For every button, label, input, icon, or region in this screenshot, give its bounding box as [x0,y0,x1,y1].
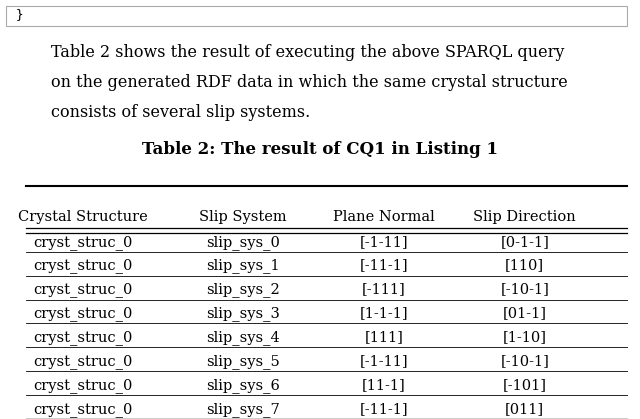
Text: slip_sys_3: slip_sys_3 [206,306,280,321]
Text: [01-1]: [01-1] [503,306,547,320]
Text: slip_sys_5: slip_sys_5 [206,354,280,369]
Text: [011]: [011] [505,402,545,416]
Text: [111]: [111] [365,330,403,344]
Text: [110]: [110] [505,259,545,272]
Text: Plane Normal: Plane Normal [333,210,435,223]
Text: slip_sys_7: slip_sys_7 [206,402,280,417]
Text: [-11-1]: [-11-1] [360,402,408,416]
Text: Slip Direction: Slip Direction [474,210,576,223]
Text: [-111]: [-111] [362,282,406,296]
Text: [0-1-1]: [0-1-1] [500,235,549,248]
Text: cryst_struc_0: cryst_struc_0 [33,235,133,250]
Text: [-1-11]: [-1-11] [360,235,408,248]
Text: consists of several slip systems.: consists of several slip systems. [51,104,310,122]
Text: [-101]: [-101] [503,378,547,392]
Text: [-11-1]: [-11-1] [360,259,408,272]
Text: slip_sys_4: slip_sys_4 [206,330,280,345]
Text: cryst_struc_0: cryst_struc_0 [33,354,133,369]
Text: Table 2 shows the result of executing the above SPARQL query: Table 2 shows the result of executing th… [51,44,564,61]
Text: cryst_struc_0: cryst_struc_0 [33,378,133,393]
Text: [-10-1]: [-10-1] [500,354,549,368]
Text: slip_sys_6: slip_sys_6 [206,378,280,393]
FancyBboxPatch shape [6,6,627,26]
Text: cryst_struc_0: cryst_struc_0 [33,259,133,274]
Text: on the generated RDF data in which the same crystal structure: on the generated RDF data in which the s… [51,74,568,91]
Text: slip_sys_2: slip_sys_2 [206,282,280,297]
Text: Crystal Structure: Crystal Structure [19,210,148,223]
Text: Table 2: The result of CQ1 in Listing 1: Table 2: The result of CQ1 in Listing 1 [142,141,498,158]
Text: [1-10]: [1-10] [503,330,547,344]
Text: [-10-1]: [-10-1] [500,282,549,296]
Text: slip_sys_0: slip_sys_0 [206,235,280,250]
Text: cryst_struc_0: cryst_struc_0 [33,306,133,321]
Text: [11-1]: [11-1] [362,378,406,392]
Text: cryst_struc_0: cryst_struc_0 [33,402,133,417]
Text: }: } [16,8,24,21]
Text: [1-1-1]: [1-1-1] [360,306,408,320]
Text: [-1-11]: [-1-11] [360,354,408,368]
Text: Slip System: Slip System [200,210,287,223]
Text: cryst_struc_0: cryst_struc_0 [33,330,133,345]
Text: cryst_struc_0: cryst_struc_0 [33,282,133,297]
Text: slip_sys_1: slip_sys_1 [206,259,280,274]
